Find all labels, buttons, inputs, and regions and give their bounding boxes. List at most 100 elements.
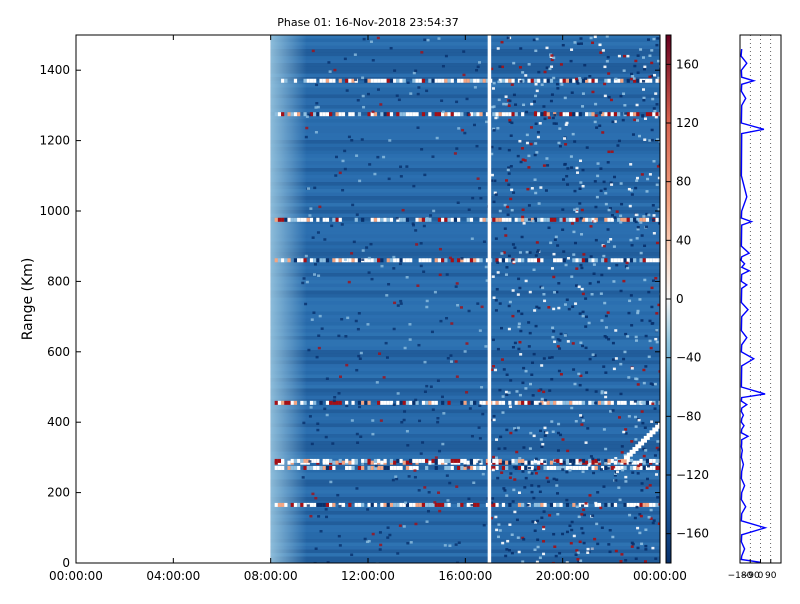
heatmap-cell (648, 484, 652, 487)
heatmap-cell (528, 447, 532, 450)
y-axis-label: Range (Km) (20, 258, 36, 341)
heatmap-cell (647, 355, 651, 359)
heatmap-cell (382, 376, 386, 379)
heatmap-cell (534, 324, 538, 328)
heatmap-cell (550, 93, 554, 96)
heatmap-cell (524, 465, 528, 470)
heatmap-cell (386, 502, 390, 507)
heatmap-cell (476, 258, 480, 263)
heatmap-cell (454, 360, 458, 363)
heatmap-cell (505, 465, 509, 470)
heatmap-cell (450, 322, 454, 325)
heatmap-cell (412, 465, 416, 470)
heatmap-cell (535, 89, 539, 93)
heatmap-cell (553, 545, 557, 548)
heatmap-cell (629, 189, 633, 192)
heatmap-cell (546, 217, 550, 222)
heatmap-cell (293, 217, 298, 222)
heatmap-row (270, 521, 660, 526)
heatmap-cell (580, 513, 584, 516)
heatmap-cell (405, 112, 410, 117)
heatmap-cell (466, 258, 470, 263)
heatmap-cell (316, 231, 320, 234)
heatmap-cell (358, 357, 362, 360)
heatmap-cell (355, 213, 359, 216)
heatmap-cell (645, 458, 650, 463)
heatmap-cell (362, 105, 366, 109)
heatmap-cell (596, 162, 600, 165)
heatmap-cell (540, 458, 544, 463)
heatmap-cell (297, 502, 301, 507)
heatmap-cell (572, 458, 576, 463)
heatmap-row (270, 105, 660, 109)
heatmap-cell (492, 81, 496, 85)
heatmap-cell (607, 240, 611, 243)
heatmap-cell (513, 478, 517, 481)
heatmap-cell (338, 544, 342, 547)
heatmap-cell (544, 398, 548, 402)
heatmap-row (270, 42, 660, 46)
heatmap-cell (550, 58, 554, 62)
heatmap-cell (406, 444, 410, 447)
heatmap-cell (527, 154, 531, 158)
heatmap-cell (533, 217, 538, 222)
heatmap-cell (645, 112, 650, 117)
heatmap-cell (606, 228, 610, 231)
heatmap-cell (553, 217, 557, 222)
heatmap-cell (444, 502, 448, 507)
heatmap-cell (356, 327, 360, 331)
heatmap-cell (635, 176, 639, 180)
heatmap-cell (463, 350, 467, 353)
heatmap-cell (309, 400, 314, 405)
heatmap-cell (480, 386, 484, 389)
heatmap-cell (507, 183, 511, 186)
heatmap-cell (361, 502, 365, 507)
heatmap-cell (642, 215, 646, 218)
heatmap-cell (547, 116, 551, 119)
heatmap-cell (509, 134, 513, 137)
heatmap-cell (287, 112, 291, 117)
heatmap-cell (392, 255, 396, 259)
heatmap-cell (516, 426, 520, 430)
heatmap-cell (598, 124, 602, 128)
heatmap-cell (619, 392, 623, 396)
heatmap-cell (575, 166, 579, 170)
heatmap-cell (578, 465, 582, 470)
heatmap-cell (594, 238, 598, 242)
heatmap-cell (620, 458, 624, 463)
heatmap-cell (469, 400, 474, 405)
heatmap-cell (655, 329, 659, 332)
heatmap-cell (572, 230, 576, 234)
heatmap-cell (533, 548, 537, 551)
heatmap-cell (316, 465, 320, 470)
heatmap-cell (636, 472, 640, 475)
heatmap-cell (620, 445, 624, 448)
heatmap-cell (384, 341, 388, 345)
heatmap-cell (561, 468, 565, 471)
heatmap-row (270, 472, 660, 477)
heatmap-cell (481, 412, 485, 416)
heatmap-cell (603, 82, 607, 86)
heatmap-cell (457, 217, 461, 222)
heatmap-row (270, 490, 660, 494)
heatmap-cell (431, 400, 435, 405)
heatmap-cell (454, 285, 458, 288)
heatmap-cell (415, 217, 419, 222)
heatmap-cell (399, 299, 403, 303)
heatmap-cell (649, 78, 653, 83)
heatmap-cell (626, 335, 630, 338)
heatmap-cell (634, 213, 638, 217)
heatmap-cell (602, 254, 606, 258)
heatmap-cell (538, 402, 542, 406)
heatmap-cell (396, 502, 400, 507)
heatmap-row (270, 451, 660, 456)
heatmap-cell (329, 400, 333, 405)
heatmap-cell (345, 400, 349, 405)
heatmap-cell (654, 557, 658, 560)
heatmap-cell (552, 477, 556, 481)
heatmap-row (270, 227, 660, 232)
heatmap-cell (322, 258, 326, 263)
heatmap-cell (313, 465, 317, 470)
heatmap-row (270, 416, 660, 421)
heatmap-cell (644, 365, 648, 368)
